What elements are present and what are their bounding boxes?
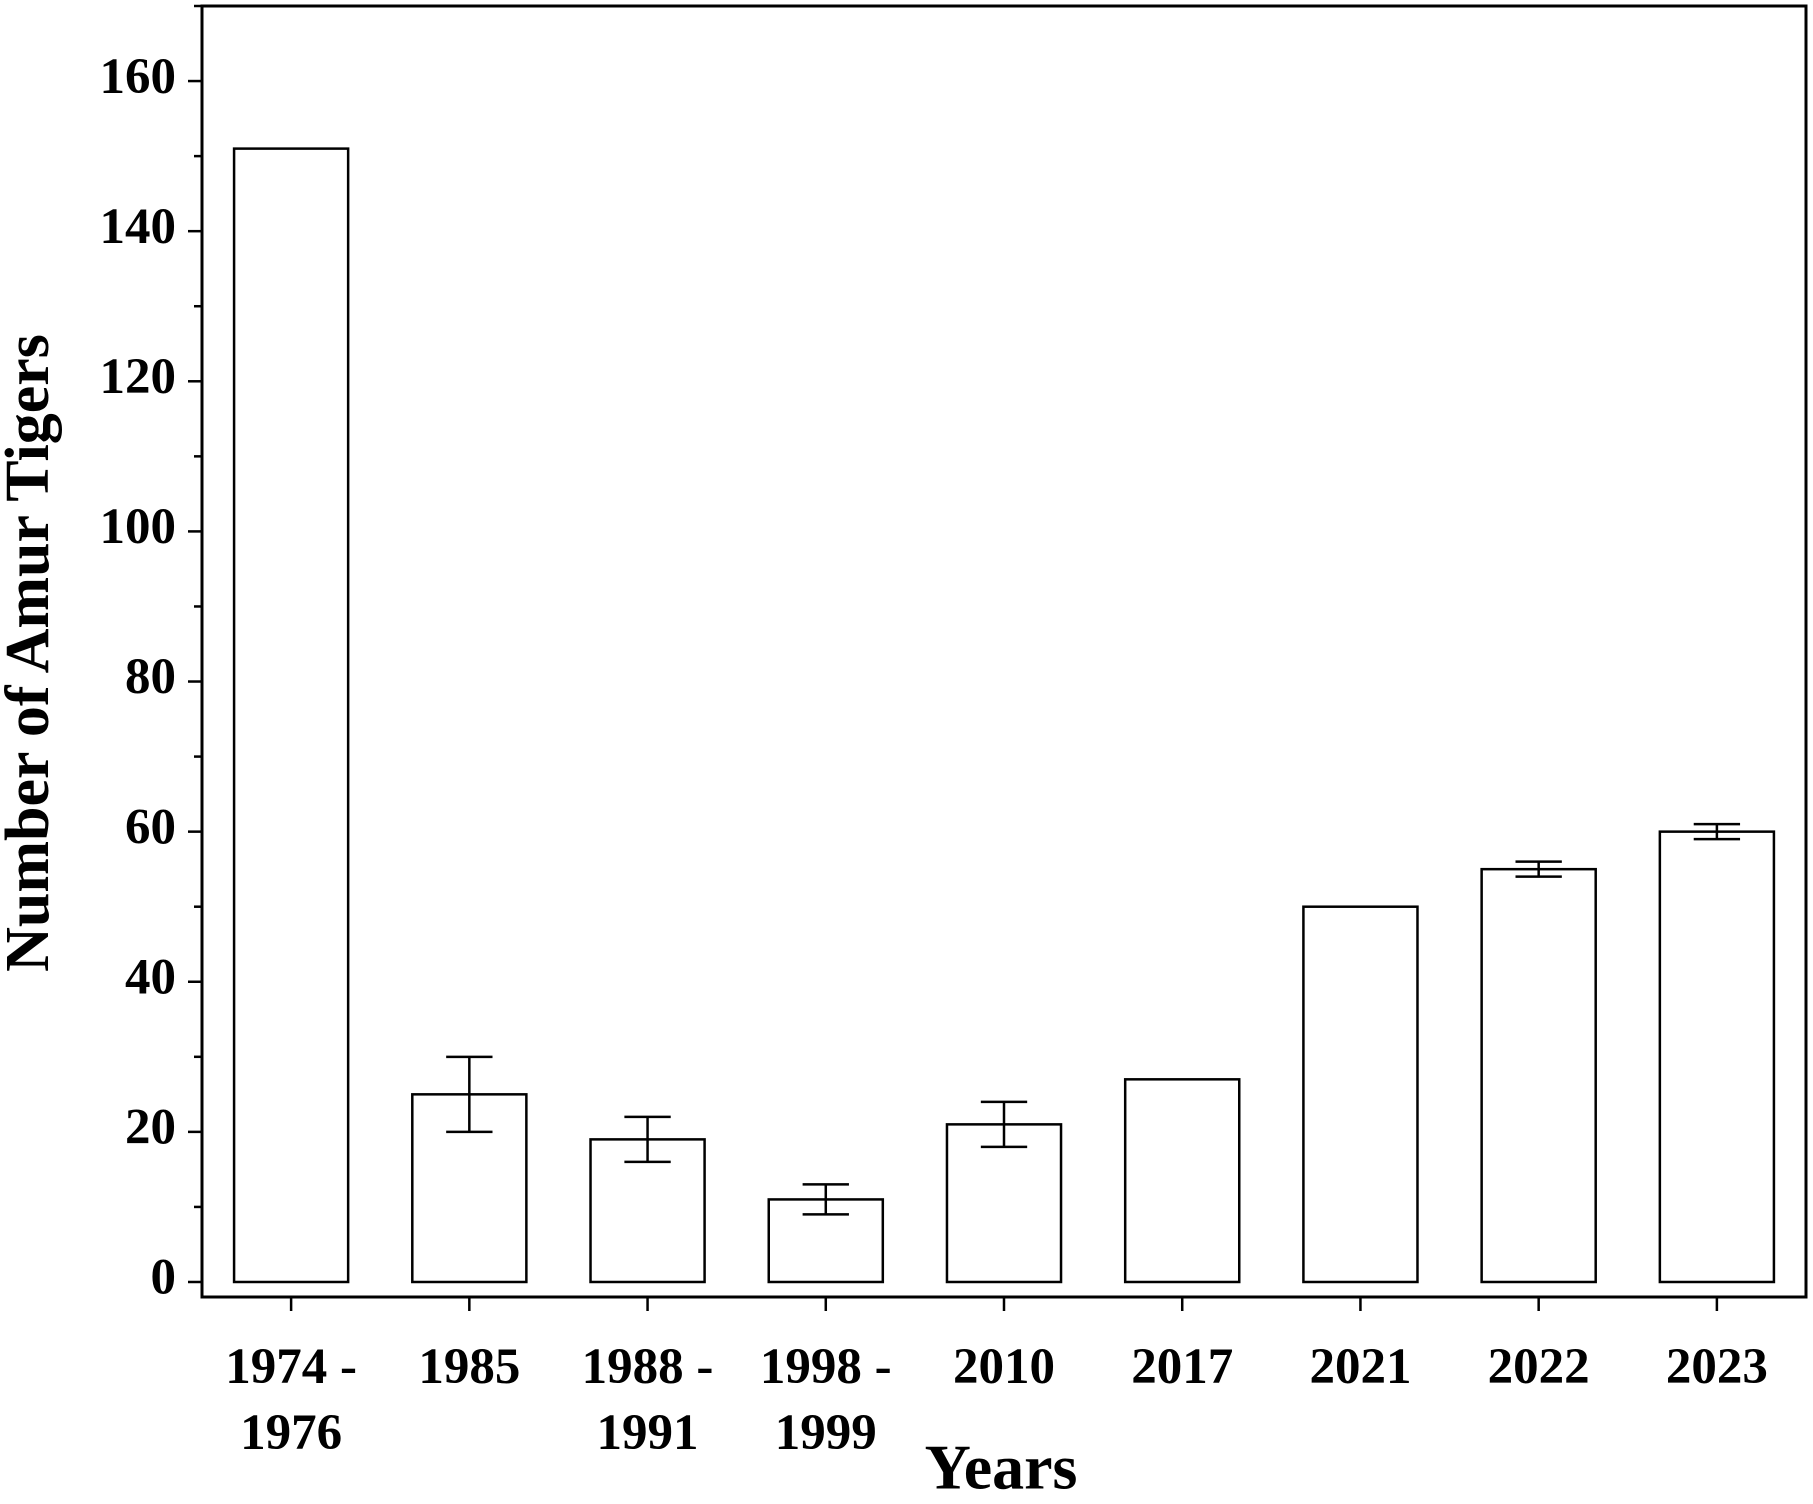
y-tick-label: 80 [125,649,176,705]
x-tick-label: 1985 [418,1339,521,1395]
y-tick-label: 100 [100,499,177,555]
x-tick-label: 2023 [1665,1339,1768,1395]
x-axis-title: Years [925,1432,1078,1503]
y-tick-label: 140 [100,199,177,255]
plot-frame [200,4,1808,1299]
bar [232,147,350,1284]
bar [1658,830,1776,1284]
x-tick-label: 2022 [1487,1339,1590,1395]
y-tick-label: 60 [125,799,176,855]
y-tick-label: 0 [151,1250,177,1306]
x-tick-label: 2017 [1131,1339,1234,1395]
y-tick-label: 120 [100,349,177,405]
bar [589,1138,706,1284]
y-tick-label: 20 [125,1100,176,1156]
x-tick-label: 2021 [1309,1339,1412,1395]
x-tick-label: 1988 - 1991 [581,1339,714,1461]
bar [1302,905,1419,1284]
x-tick-label: 2010 [953,1339,1055,1395]
x-tick-label: 1974 - 1976 [225,1339,357,1461]
y-tick-label: 40 [125,949,176,1005]
y-tick-label: 160 [100,49,177,105]
bar [1123,1078,1241,1284]
bar [945,1123,1063,1284]
x-tick-label: 1998 - 1999 [759,1339,892,1461]
y-axis-title: Number of Amur Tigers [0,334,62,972]
bar [1480,867,1597,1284]
